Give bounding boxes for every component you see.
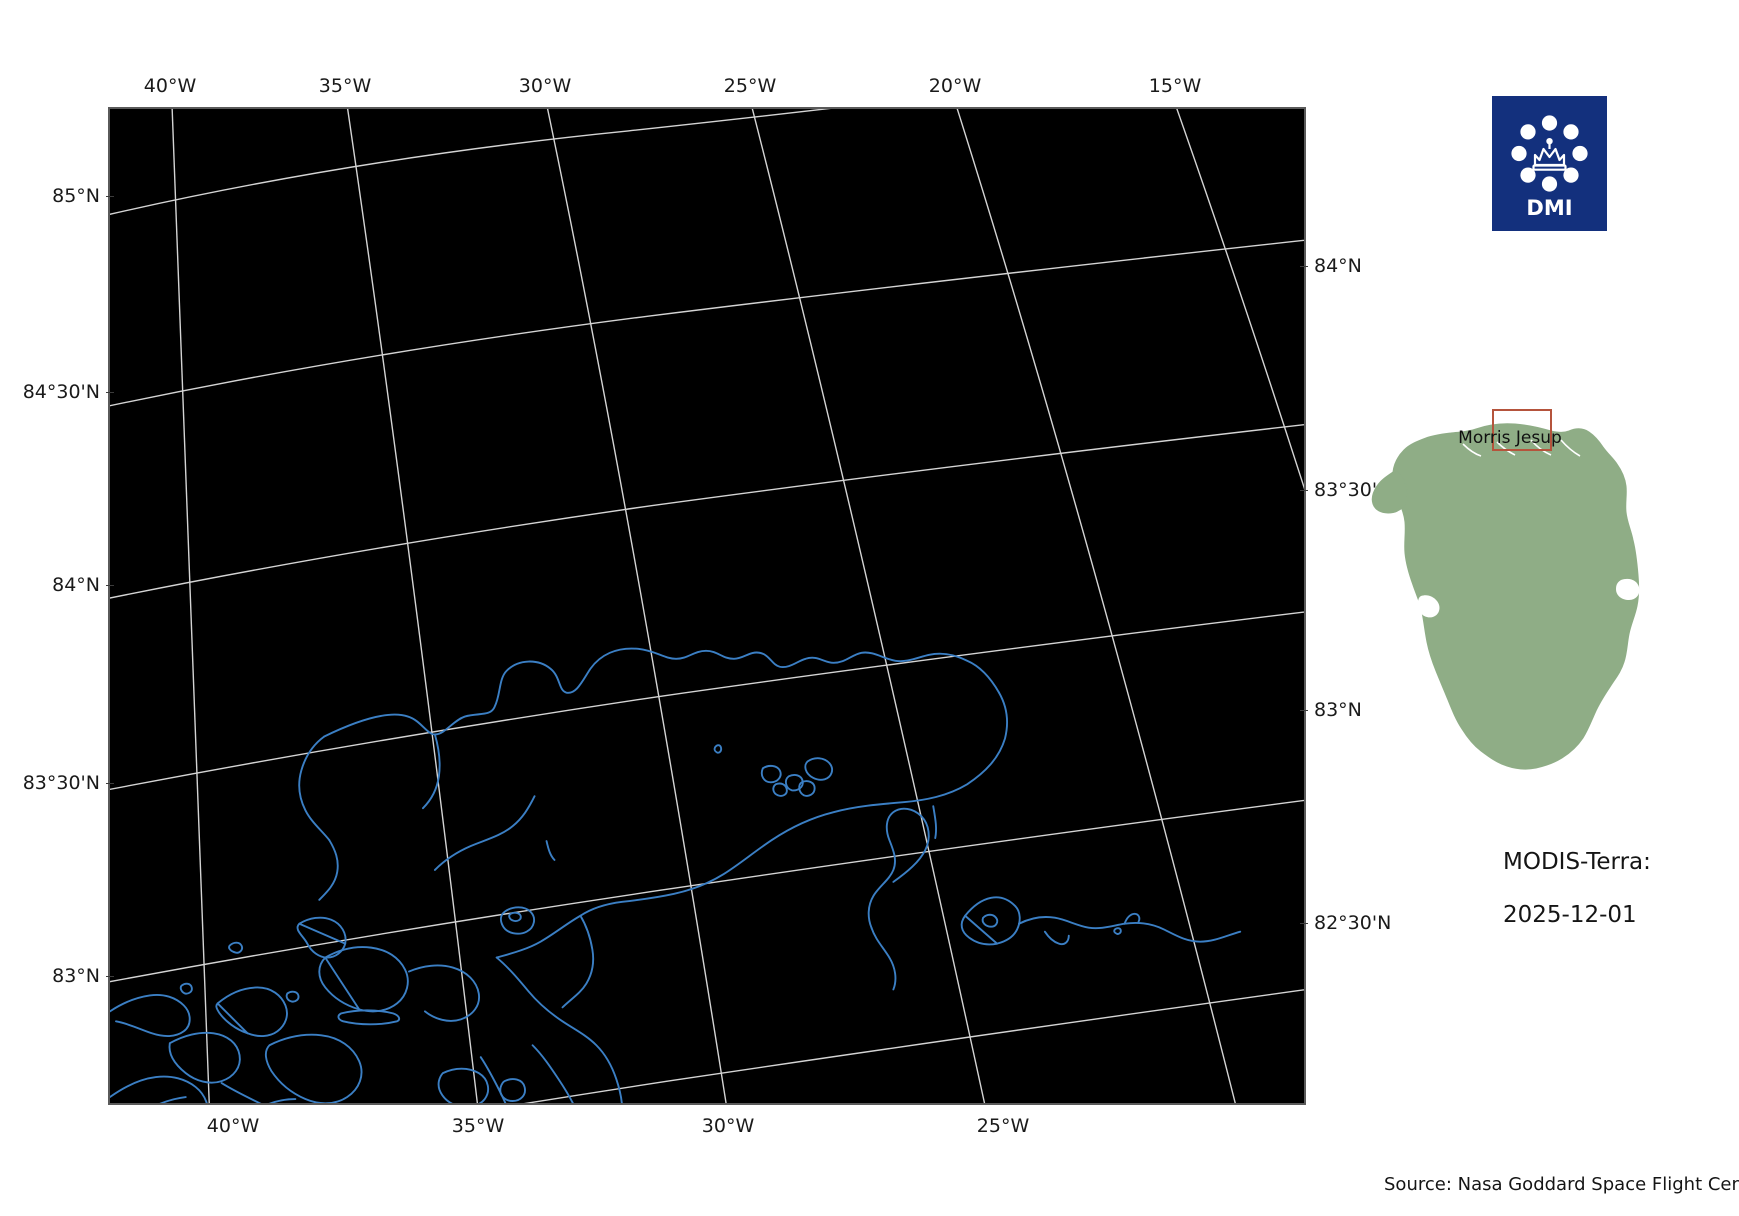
tick-top-20w: 20°W	[928, 75, 982, 97]
tick-left-83-30n: 83°30'N	[22, 772, 100, 794]
logo-star-ring	[1511, 115, 1588, 192]
greenland-west-fjord	[1417, 595, 1440, 618]
dmi-logo: DMI	[1492, 96, 1607, 231]
morris-jesup-region-box	[1492, 409, 1552, 451]
tick-bottom-30w: 30°W	[701, 1115, 755, 1137]
tick-top-40w: 40°W	[143, 75, 197, 97]
graticule-parallels	[110, 109, 1304, 1103]
tick-left-85n: 85°N	[52, 185, 100, 207]
tick-right-83-30n: 83°30'N	[1314, 479, 1392, 501]
tick-mark-right-2	[1300, 490, 1308, 491]
map-canvas	[110, 109, 1304, 1103]
greenland-nw-peninsula	[1371, 471, 1408, 514]
sensor-label: MODIS-Terra:	[1503, 849, 1651, 875]
date-label: 2025-12-01	[1503, 902, 1637, 928]
morris-jesup-label: Morris Jesup	[1458, 428, 1562, 448]
source-attribution: Source: Nasa Goddard Space Flight Center	[1384, 1174, 1739, 1195]
tick-mark-left-5	[106, 976, 114, 977]
tick-top-15w: 15°W	[1148, 75, 1202, 97]
tick-bottom-25w: 25°W	[976, 1115, 1030, 1137]
tick-mark-right-4	[1300, 923, 1308, 924]
crown-icon	[1532, 138, 1567, 171]
tick-mark-left-1	[106, 196, 114, 197]
dmi-logo-graphic: DMI	[1493, 97, 1606, 230]
tick-mark-right-1	[1300, 266, 1308, 267]
tick-left-83n: 83°N	[52, 965, 100, 987]
tick-bottom-35w: 35°W	[451, 1115, 505, 1137]
map-frame[interactable]	[108, 107, 1306, 1105]
greenland-east-fjord	[1616, 578, 1640, 600]
tick-right-84n: 84°N	[1314, 255, 1362, 277]
dmi-logo-text: DMI	[1526, 196, 1572, 220]
tick-mark-right-3	[1300, 710, 1308, 711]
tick-mark-left-2	[106, 392, 114, 393]
tick-top-30w: 30°W	[518, 75, 572, 97]
tick-right-82-30n: 82°30'N	[1314, 912, 1392, 934]
graticule-meridians	[171, 109, 1304, 1103]
tick-left-84n: 84°N	[52, 574, 100, 596]
greenland-landmass	[1392, 423, 1640, 770]
greenland-inset-graphic: Morris Jesup	[1371, 409, 1640, 770]
tick-bottom-40w: 40°W	[206, 1115, 260, 1137]
tick-mark-left-4	[106, 783, 114, 784]
greenland-inset-map[interactable]: Morris Jesup	[1345, 400, 1675, 800]
tick-top-25w: 25°W	[723, 75, 777, 97]
tick-top-35w: 35°W	[318, 75, 372, 97]
tick-mark-left-3	[106, 585, 114, 586]
tick-right-83n: 83°N	[1314, 699, 1362, 721]
coastlines	[110, 647, 1242, 1103]
map-panel	[108, 107, 1306, 1105]
sidebar: DMI Morris Jesup MODIS	[1340, 0, 1739, 1216]
tick-left-84-30n: 84°30'N	[22, 381, 100, 403]
